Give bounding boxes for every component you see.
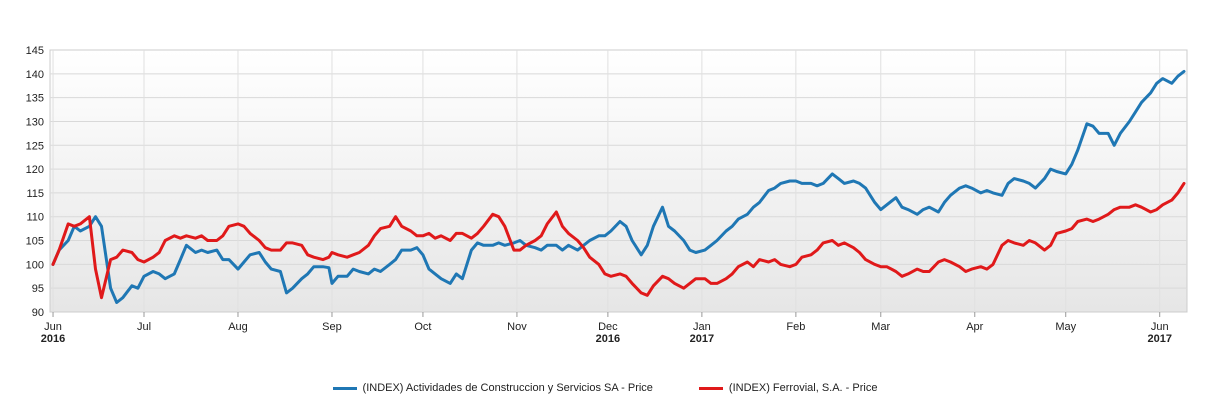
series-line-0[interactable] — [51, 69, 1186, 304]
x-tick-year-label: 2016 — [41, 333, 65, 345]
y-tick-label: 145 — [26, 45, 44, 57]
y-tick-label: 130 — [26, 116, 44, 128]
y-tick-label: 95 — [32, 283, 44, 295]
x-tick-label: Oct — [414, 321, 431, 333]
x-tick-label: Sep — [322, 321, 342, 333]
y-tick-label: 100 — [26, 259, 44, 271]
x-tick-year-label: 2017 — [1147, 333, 1171, 345]
legend-item-acs[interactable]: (INDEX) Actividades de Construccion y Se… — [332, 382, 653, 394]
y-tick-label: 125 — [26, 140, 44, 152]
y-tick-label: 115 — [26, 188, 44, 200]
legend-swatch-ferrovial — [698, 386, 723, 390]
y-tick-label: 135 — [26, 93, 44, 105]
x-tick-label: Apr — [966, 321, 983, 333]
y-tick-label: 90 — [32, 307, 44, 319]
x-tick-label: Jun — [44, 321, 62, 333]
plot-area — [49, 49, 1188, 313]
x-tick-label: Jul — [137, 321, 151, 333]
x-tick-label: Nov — [507, 321, 527, 333]
price-chart: 9095100105110115120125130135140145Jun201… — [26, 45, 1188, 345]
x-tick-label: Mar — [871, 321, 890, 333]
x-tick-label: Dec — [598, 321, 618, 333]
legend-label-ferrovial: (INDEX) Ferrovial, S.A. - Price — [728, 382, 878, 394]
legend-label-acs: (INDEX) Actividades de Construccion y Se… — [362, 382, 653, 394]
legend: (INDEX) Actividades de Construccion y Se… — [0, 382, 1210, 394]
x-tick-year-label: 2017 — [690, 333, 714, 345]
series-line-1[interactable] — [51, 181, 1186, 300]
x-tick-label: May — [1055, 321, 1076, 333]
x-tick-label: Aug — [228, 321, 248, 333]
x-tick-label: Jan — [693, 321, 711, 333]
y-tick-label: 110 — [26, 212, 44, 224]
legend-swatch-acs — [332, 386, 357, 390]
y-tick-label: 140 — [26, 69, 44, 81]
legend-item-ferrovial[interactable]: (INDEX) Ferrovial, S.A. - Price — [698, 382, 878, 394]
y-tick-label: 105 — [26, 236, 44, 248]
x-tick-year-label: 2016 — [596, 333, 620, 345]
x-tick-label: Jun — [1151, 321, 1169, 333]
x-tick-label: Feb — [786, 321, 805, 333]
y-tick-label: 120 — [26, 164, 44, 176]
